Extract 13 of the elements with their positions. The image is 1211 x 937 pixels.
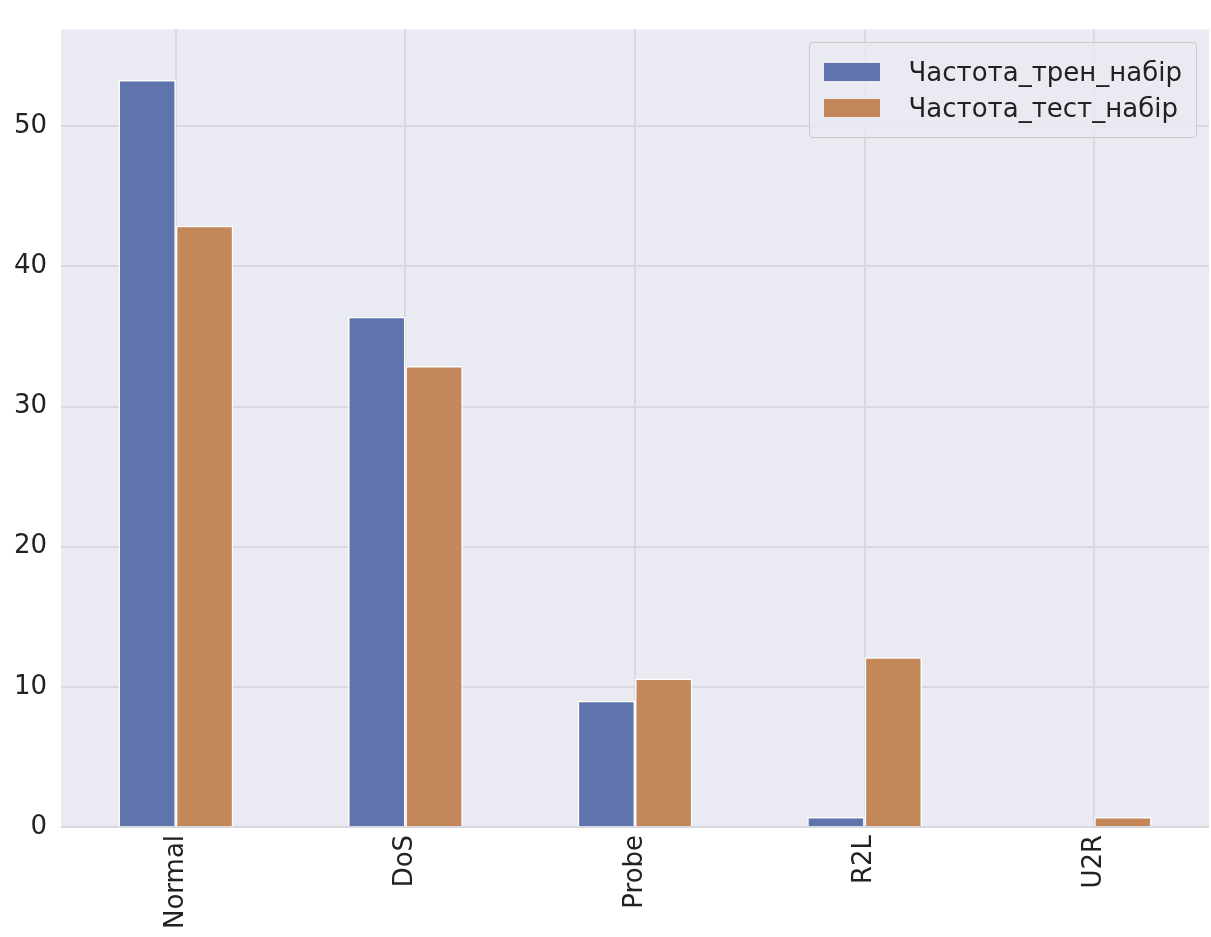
x-tick-label: DoS xyxy=(388,834,419,888)
y-tick-label: 50 xyxy=(13,109,48,140)
legend-label: Частота_тест_набір xyxy=(908,92,1178,123)
y-tick-label: 20 xyxy=(13,529,48,560)
y-tick-label: 10 xyxy=(13,669,48,700)
y-tick-label: 0 xyxy=(30,809,48,840)
legend-label: Частота_трен_набір xyxy=(908,56,1182,87)
y-tick-label: 40 xyxy=(13,249,48,280)
x-tick-label: U2R xyxy=(1076,834,1107,889)
y-tick-label: 30 xyxy=(13,389,48,420)
x-tick-label: Probe xyxy=(617,834,648,909)
x-tick-label: Normal xyxy=(158,834,189,930)
x-tick-label: R2L xyxy=(847,834,878,885)
